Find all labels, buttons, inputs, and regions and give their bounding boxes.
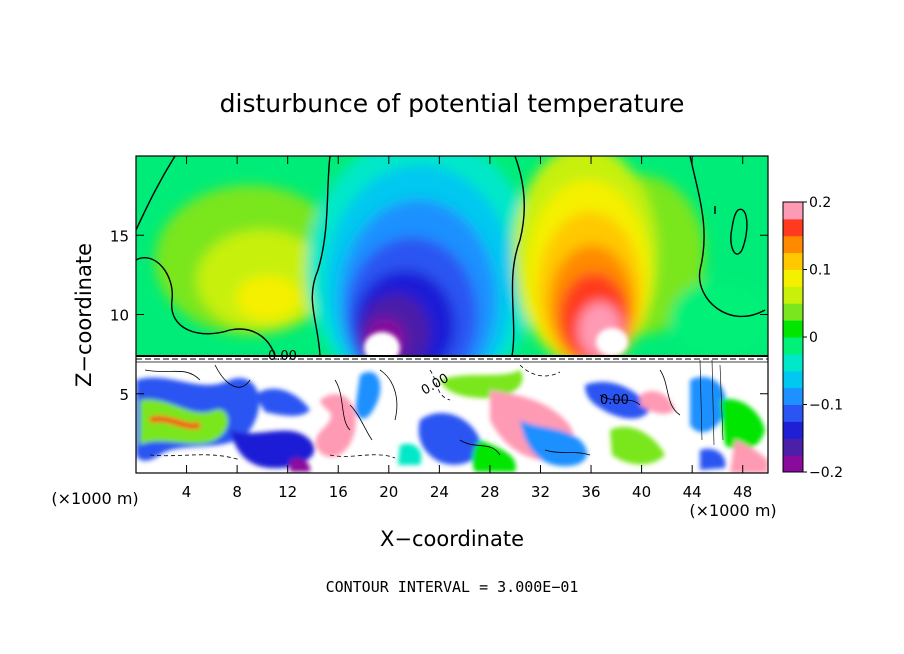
colorbar-swatch: [783, 421, 803, 439]
colorbar-tick-label: −0.2: [809, 465, 843, 481]
colorbar-swatch: [783, 252, 803, 270]
x-axis-ticks: 4 8 12 16 20 24 28 32 36 40 44 48: [182, 156, 752, 501]
colorbar-tick-label: 0.1: [809, 263, 831, 279]
colorbar-tick-label: 0: [809, 330, 818, 346]
colorbar-swatch: [783, 353, 803, 372]
chart-title: disturbunce of potential temperature: [220, 89, 685, 118]
colorbar-swatch: [783, 286, 803, 304]
x-tick-label: 48: [733, 483, 752, 501]
x-tick-label: 32: [531, 483, 550, 501]
colorbar-swatch: [783, 337, 803, 355]
contour-interval-note: CONTOUR INTERVAL = 3.000E−01: [326, 578, 579, 596]
colorbar-swatch: [783, 438, 803, 456]
contour-label: 0.00: [600, 393, 629, 408]
colorbar-swatch: [783, 202, 803, 220]
x-tick-label: 40: [632, 483, 651, 501]
colorbar-swatch: [783, 370, 803, 389]
colorbar-swatch: [783, 235, 803, 254]
colorbar-frame: [782, 201, 804, 473]
x-tick-label: 4: [182, 483, 192, 501]
colorbar-swatch: [783, 269, 803, 287]
x-unit-left: (×1000 m): [51, 489, 138, 508]
y-tick-label: 15: [110, 227, 129, 245]
x-unit-right: (×1000 m): [689, 501, 776, 520]
lower-field: [136, 355, 768, 473]
x-tick-label: 20: [379, 483, 398, 501]
interface-layer: [136, 355, 768, 363]
colorbar: 0.2 0.1 0 −0.1 −0.2: [783, 195, 843, 481]
contour-label: 0.00: [268, 349, 297, 364]
colorbar-swatch: [783, 387, 803, 405]
y-tick-label: 5: [119, 386, 129, 404]
x-tick-label: 28: [480, 483, 499, 501]
x-tick-label: 44: [683, 483, 702, 501]
x-tick-label: 8: [232, 483, 242, 501]
x-tick-label: 16: [329, 483, 348, 501]
y-axis-title: Z−coordinate: [72, 243, 96, 387]
y-tick-label: 10: [110, 307, 129, 325]
colorbar-tick-label: 0.2: [809, 195, 831, 211]
colorbar-tick-label: −0.1: [809, 398, 843, 414]
colorbar-swatch: [783, 455, 803, 473]
x-tick-label: 12: [278, 483, 297, 501]
y-axis-ticks: 5 10 15: [110, 227, 768, 404]
colorbar-swatch: [783, 218, 803, 237]
upper-contours: [136, 156, 766, 357]
x-tick-label: 36: [581, 483, 600, 501]
colorbar-swatch: [783, 320, 803, 338]
warm-core-white: [596, 328, 628, 356]
plot-area: [136, 156, 768, 473]
x-tick-label: 24: [430, 483, 449, 501]
lower-contours: [144, 359, 724, 461]
colorbar-swatch: [783, 303, 803, 321]
x-axis-title: X−coordinate: [380, 527, 524, 551]
colorbar-swatch: [783, 404, 803, 422]
